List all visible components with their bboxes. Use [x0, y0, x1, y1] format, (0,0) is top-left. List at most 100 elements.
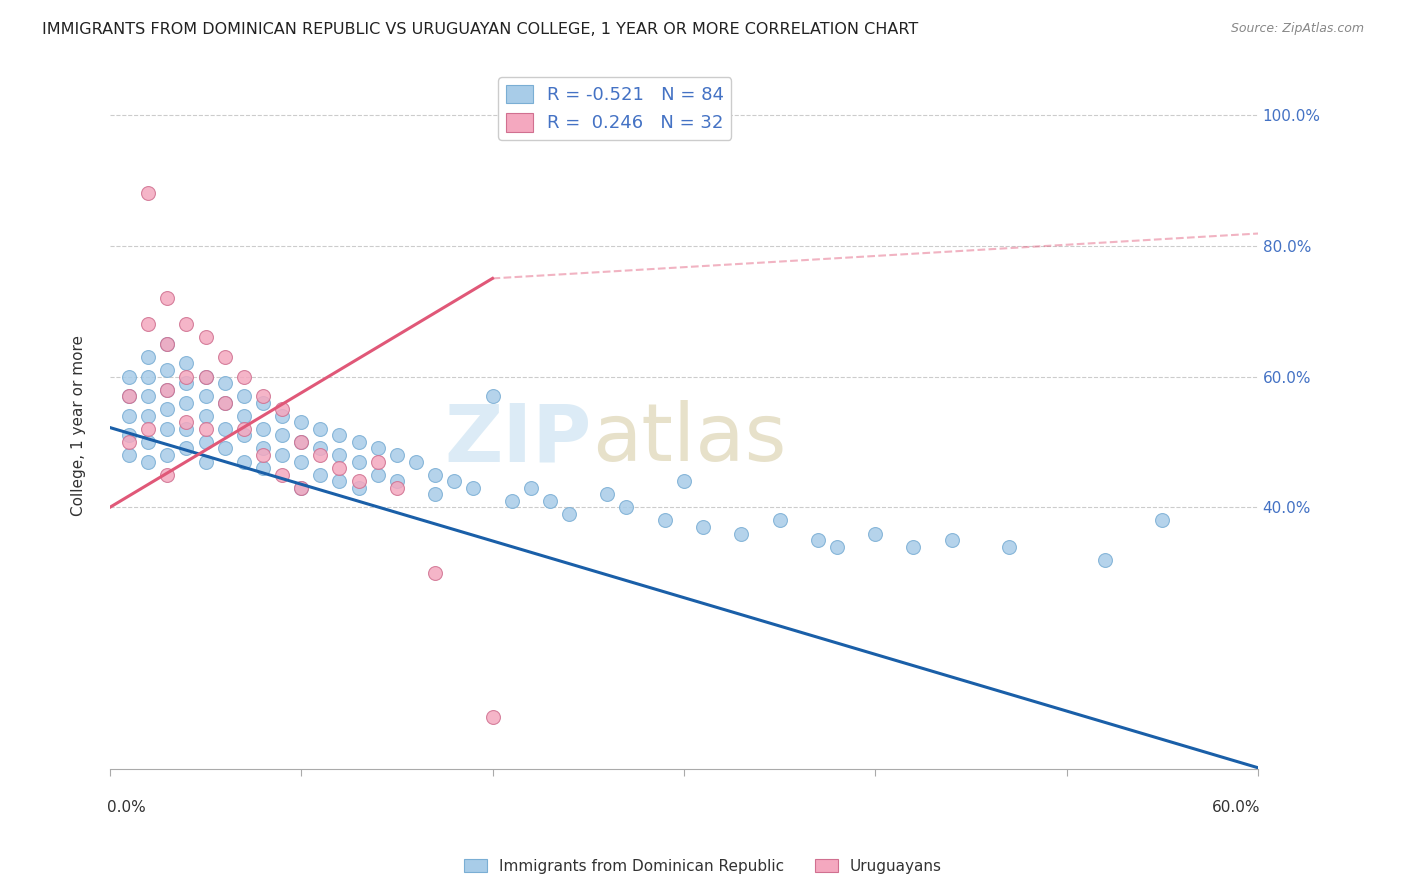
Point	[347, 481, 370, 495]
Point	[1152, 513, 1174, 527]
Point	[156, 467, 179, 482]
Point	[118, 389, 141, 403]
Point	[616, 500, 638, 515]
Point	[232, 454, 254, 468]
Point	[176, 442, 198, 456]
Point	[481, 389, 503, 403]
Point	[118, 428, 141, 442]
Text: Source: ZipAtlas.com: Source: ZipAtlas.com	[1230, 22, 1364, 36]
Point	[998, 540, 1021, 554]
Point	[501, 493, 523, 508]
Point	[252, 461, 274, 475]
Point	[730, 526, 752, 541]
Point	[328, 428, 350, 442]
Point	[807, 533, 830, 547]
Point	[194, 369, 217, 384]
Text: 60.0%: 60.0%	[1212, 799, 1261, 814]
Point	[367, 454, 389, 468]
Point	[481, 709, 503, 723]
Point	[194, 389, 217, 403]
Point	[1094, 552, 1116, 566]
Point	[252, 448, 274, 462]
Point	[118, 389, 141, 403]
Point	[156, 383, 179, 397]
Point	[271, 428, 294, 442]
Point	[136, 389, 159, 403]
Point	[367, 442, 389, 456]
Point	[903, 540, 925, 554]
Point	[423, 467, 446, 482]
Point	[309, 467, 332, 482]
Point	[672, 474, 695, 488]
Point	[271, 402, 294, 417]
Point	[156, 336, 179, 351]
Point	[309, 422, 332, 436]
Y-axis label: College, 1 year or more: College, 1 year or more	[72, 335, 86, 516]
Point	[232, 422, 254, 436]
Point	[520, 481, 543, 495]
Point	[176, 369, 198, 384]
Point	[176, 376, 198, 390]
Point	[156, 336, 179, 351]
Point	[347, 454, 370, 468]
Point	[156, 291, 179, 305]
Point	[423, 566, 446, 580]
Point	[136, 350, 159, 364]
Point	[538, 493, 561, 508]
Point	[271, 448, 294, 462]
Point	[692, 520, 714, 534]
Point	[271, 409, 294, 423]
Point	[214, 395, 236, 409]
Point	[118, 434, 141, 449]
Point	[347, 434, 370, 449]
Point	[176, 395, 198, 409]
Point	[252, 395, 274, 409]
Point	[290, 415, 312, 429]
Point	[118, 448, 141, 462]
Point	[136, 317, 159, 331]
Point	[156, 402, 179, 417]
Text: 0.0%: 0.0%	[107, 799, 146, 814]
Point	[156, 363, 179, 377]
Point	[232, 369, 254, 384]
Point	[214, 350, 236, 364]
Point	[941, 533, 963, 547]
Point	[156, 448, 179, 462]
Point	[176, 356, 198, 370]
Point	[156, 383, 179, 397]
Point	[290, 481, 312, 495]
Point	[596, 487, 619, 501]
Point	[863, 526, 886, 541]
Point	[252, 422, 274, 436]
Point	[176, 415, 198, 429]
Point	[136, 409, 159, 423]
Point	[136, 422, 159, 436]
Point	[136, 369, 159, 384]
Point	[194, 454, 217, 468]
Point	[176, 317, 198, 331]
Point	[290, 434, 312, 449]
Point	[328, 474, 350, 488]
Point	[136, 186, 159, 201]
Point	[558, 507, 581, 521]
Point	[443, 474, 465, 488]
Point	[367, 467, 389, 482]
Point	[232, 409, 254, 423]
Point	[118, 409, 141, 423]
Point	[385, 448, 408, 462]
Point	[194, 369, 217, 384]
Point	[176, 422, 198, 436]
Point	[194, 409, 217, 423]
Point	[194, 422, 217, 436]
Point	[232, 428, 254, 442]
Point	[290, 454, 312, 468]
Text: IMMIGRANTS FROM DOMINICAN REPUBLIC VS URUGUAYAN COLLEGE, 1 YEAR OR MORE CORRELAT: IMMIGRANTS FROM DOMINICAN REPUBLIC VS UR…	[42, 22, 918, 37]
Point	[136, 434, 159, 449]
Point	[252, 389, 274, 403]
Text: atlas: atlas	[592, 401, 786, 478]
Point	[194, 434, 217, 449]
Point	[118, 369, 141, 384]
Point	[290, 481, 312, 495]
Point	[385, 474, 408, 488]
Point	[271, 467, 294, 482]
